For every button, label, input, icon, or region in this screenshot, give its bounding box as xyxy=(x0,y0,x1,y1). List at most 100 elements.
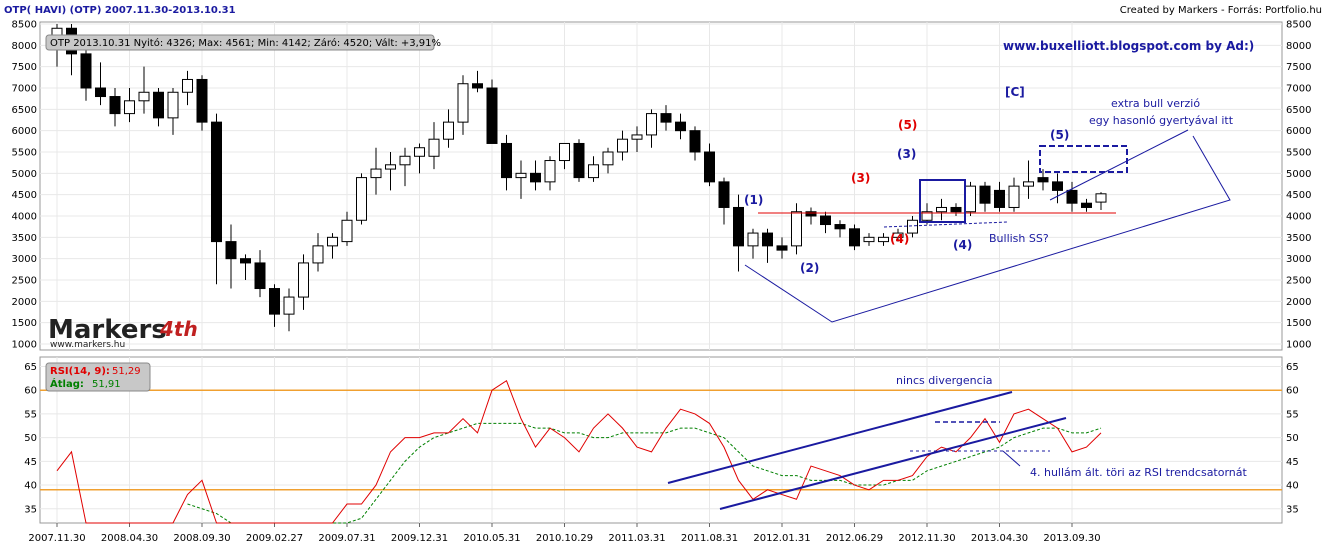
candle-body xyxy=(588,164,599,179)
candle-body xyxy=(312,245,324,264)
source-credit: Created by Markers - Forrás: Portfolio.h… xyxy=(1120,4,1322,16)
price-tick-right: 6000 xyxy=(1286,126,1311,137)
candle-body xyxy=(254,262,266,290)
candle-body xyxy=(617,138,628,153)
rsi-panel xyxy=(39,356,1283,524)
price-tick-right: 5000 xyxy=(1286,169,1311,180)
rsi-line xyxy=(56,379,1102,524)
candle-body xyxy=(849,228,860,247)
rsi-tick-left: 40 xyxy=(24,481,37,492)
candles xyxy=(51,24,1107,332)
rsi-annotations xyxy=(667,391,1067,510)
extra-bull-line2: egy hasonló gyertyával itt xyxy=(1089,114,1234,127)
price-tick-right: 4000 xyxy=(1286,212,1311,223)
price-tick-left: 2000 xyxy=(12,297,37,308)
wave-5-blue-label: (5) xyxy=(1050,128,1069,142)
candle-body xyxy=(1066,189,1078,204)
rsi-break-pointer xyxy=(1002,450,1021,467)
price-tick-right: 5500 xyxy=(1286,148,1311,159)
candle-body xyxy=(356,177,367,221)
price-tick-left: 5000 xyxy=(12,169,37,180)
candle-body xyxy=(269,288,280,315)
price-tick-left: 2500 xyxy=(12,276,37,287)
price-tick-left: 6500 xyxy=(12,105,37,116)
price-tick-right: 3500 xyxy=(1286,233,1311,244)
rsi-tick-right: 65 xyxy=(1286,362,1299,373)
rsi-tick-left: 60 xyxy=(24,386,37,397)
price-annotations xyxy=(744,129,1231,323)
wave-3-red-label: (3) xyxy=(851,171,870,185)
candle-body xyxy=(834,224,846,230)
avg-legend-label: Átlag: xyxy=(50,377,84,390)
price-tick-right: 8500 xyxy=(1286,20,1311,31)
rsi-grid xyxy=(40,357,1282,523)
candle-body xyxy=(399,155,411,166)
rsi-tick-right: 40 xyxy=(1286,481,1299,492)
price-tick-right: 2500 xyxy=(1286,276,1311,287)
candle-body xyxy=(573,142,585,179)
no-divergence-label: nincs divergencia xyxy=(896,374,993,387)
highlight-box xyxy=(919,179,966,223)
logo-suffix: 4th xyxy=(159,317,198,341)
candle-body xyxy=(921,211,933,221)
logo-url: www.markers.hu xyxy=(50,340,125,350)
candle-body xyxy=(196,78,208,123)
candle-body xyxy=(211,121,222,243)
rsi-levels xyxy=(40,389,1282,491)
candle-body xyxy=(805,211,817,217)
price-tick-left: 1500 xyxy=(12,318,37,329)
price-info-box: OTP 2013.10.31 Nyitó: 4326; Max: 4561; M… xyxy=(45,34,441,51)
candle-body xyxy=(965,185,976,213)
wave-projection-lines xyxy=(744,135,1231,323)
candle-body xyxy=(283,296,295,315)
price-info-label: OTP 2013.10.31 Nyitó: 4326; Max: 4561; M… xyxy=(50,37,441,49)
candle-body xyxy=(385,164,396,170)
x-tick-label: 2009.12.31 xyxy=(391,533,448,544)
candle-body xyxy=(1095,193,1107,203)
candle-body xyxy=(950,206,962,213)
candle-body xyxy=(544,160,556,183)
price-tick-right: 7000 xyxy=(1286,84,1311,95)
candle-body xyxy=(457,83,469,123)
x-tick-label: 2009.02.27 xyxy=(246,533,303,544)
rsi-tick-right: 50 xyxy=(1286,433,1299,444)
candle-body xyxy=(863,236,875,243)
candle-body xyxy=(327,236,338,247)
candle-body xyxy=(530,172,541,183)
candle-body xyxy=(791,211,802,247)
price-tick-left: 1000 xyxy=(12,340,37,351)
rsi-average-line xyxy=(187,422,1102,524)
candle-body xyxy=(675,121,686,132)
price-tick-right: 4500 xyxy=(1286,190,1311,201)
candle-body xyxy=(501,142,512,179)
candle-body xyxy=(907,219,918,234)
wave-5-red-label: (5) xyxy=(898,118,917,132)
candle-body xyxy=(892,232,904,238)
rsi-tick-left: 45 xyxy=(24,457,37,468)
x-tick-label: 2012.01.31 xyxy=(753,533,810,544)
rsi-tick-right: 55 xyxy=(1286,409,1299,420)
wave-3-blue-label: (3) xyxy=(897,147,916,161)
candle-body xyxy=(704,151,715,183)
rsi-tick-left: 50 xyxy=(24,433,37,444)
candle-body xyxy=(138,91,150,102)
price-tick-left: 5500 xyxy=(12,148,37,159)
candle-body xyxy=(747,232,759,247)
price-tick-left: 8500 xyxy=(12,20,37,31)
price-tick-right: 7500 xyxy=(1286,62,1311,73)
extra-bull-pointer xyxy=(1049,129,1189,201)
price-tick-right: 8000 xyxy=(1286,41,1311,52)
price-tick-left: 8000 xyxy=(12,41,37,52)
rsi-tick-left: 65 xyxy=(24,362,37,373)
x-tick-label: 2008.09.30 xyxy=(173,533,230,544)
wave-c-label: [C] xyxy=(1005,85,1025,99)
candle-body xyxy=(182,78,193,93)
candle-body xyxy=(167,91,179,119)
x-tick-label: 2008.04.30 xyxy=(101,533,158,544)
candle-body xyxy=(762,232,773,247)
rsi-tick-right: 45 xyxy=(1286,457,1299,468)
markers-logo: Markers 4th www.markers.hu xyxy=(48,315,198,350)
x-tick-label: 2010.05.31 xyxy=(463,533,520,544)
rsi-tick-left: 55 xyxy=(24,409,37,420)
